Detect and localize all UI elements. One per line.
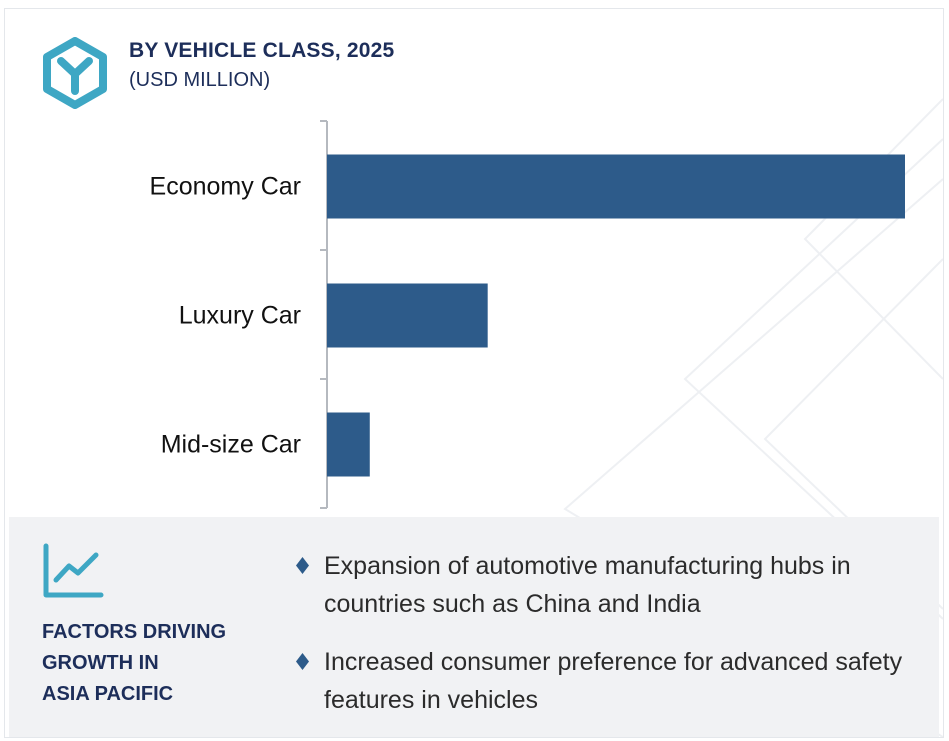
factors-list: Expansion of automotive manufacturing hu…: [289, 547, 919, 737]
category-label: Mid-size Car: [161, 431, 301, 459]
growth-chart-icon: [43, 543, 104, 598]
bar-mid-size-car: [327, 412, 370, 477]
factor-text: Increased consumer preference for advanc…: [324, 648, 903, 714]
diamond-bullet-icon: [296, 653, 309, 670]
factor-item: Expansion of automotive manufacturing hu…: [289, 547, 919, 623]
category-label: Economy Car: [150, 173, 301, 201]
hexagon-y-logo-icon: [43, 37, 107, 109]
chart-card: BY VEHICLE CLASS, 2025 (USD MILLION) Eco…: [4, 8, 944, 738]
factors-title-line: GROWTH IN: [42, 652, 159, 674]
factors-panel: FACTORS DRIVING GROWTH IN ASIA PACIFIC E…: [9, 517, 939, 737]
diamond-bullet-icon: [296, 557, 309, 574]
chart-subtitle: (USD MILLION): [129, 69, 271, 91]
factor-item: Increased consumer preference for advanc…: [289, 643, 919, 719]
bar-chart: Economy Car Luxury Car Mid-size Car: [150, 120, 905, 509]
bar-economy-car: [327, 154, 905, 219]
bar-luxury-car: [327, 283, 488, 348]
factors-title: FACTORS DRIVING GROWTH IN ASIA PACIFIC: [42, 617, 282, 710]
chart-title: BY VEHICLE CLASS, 2025: [129, 39, 395, 62]
factors-title-line: FACTORS DRIVING: [42, 621, 227, 643]
factors-title-line: ASIA PACIFIC: [42, 683, 174, 705]
category-label: Luxury Car: [179, 302, 301, 330]
factor-text: Expansion of automotive manufacturing hu…: [324, 552, 851, 618]
